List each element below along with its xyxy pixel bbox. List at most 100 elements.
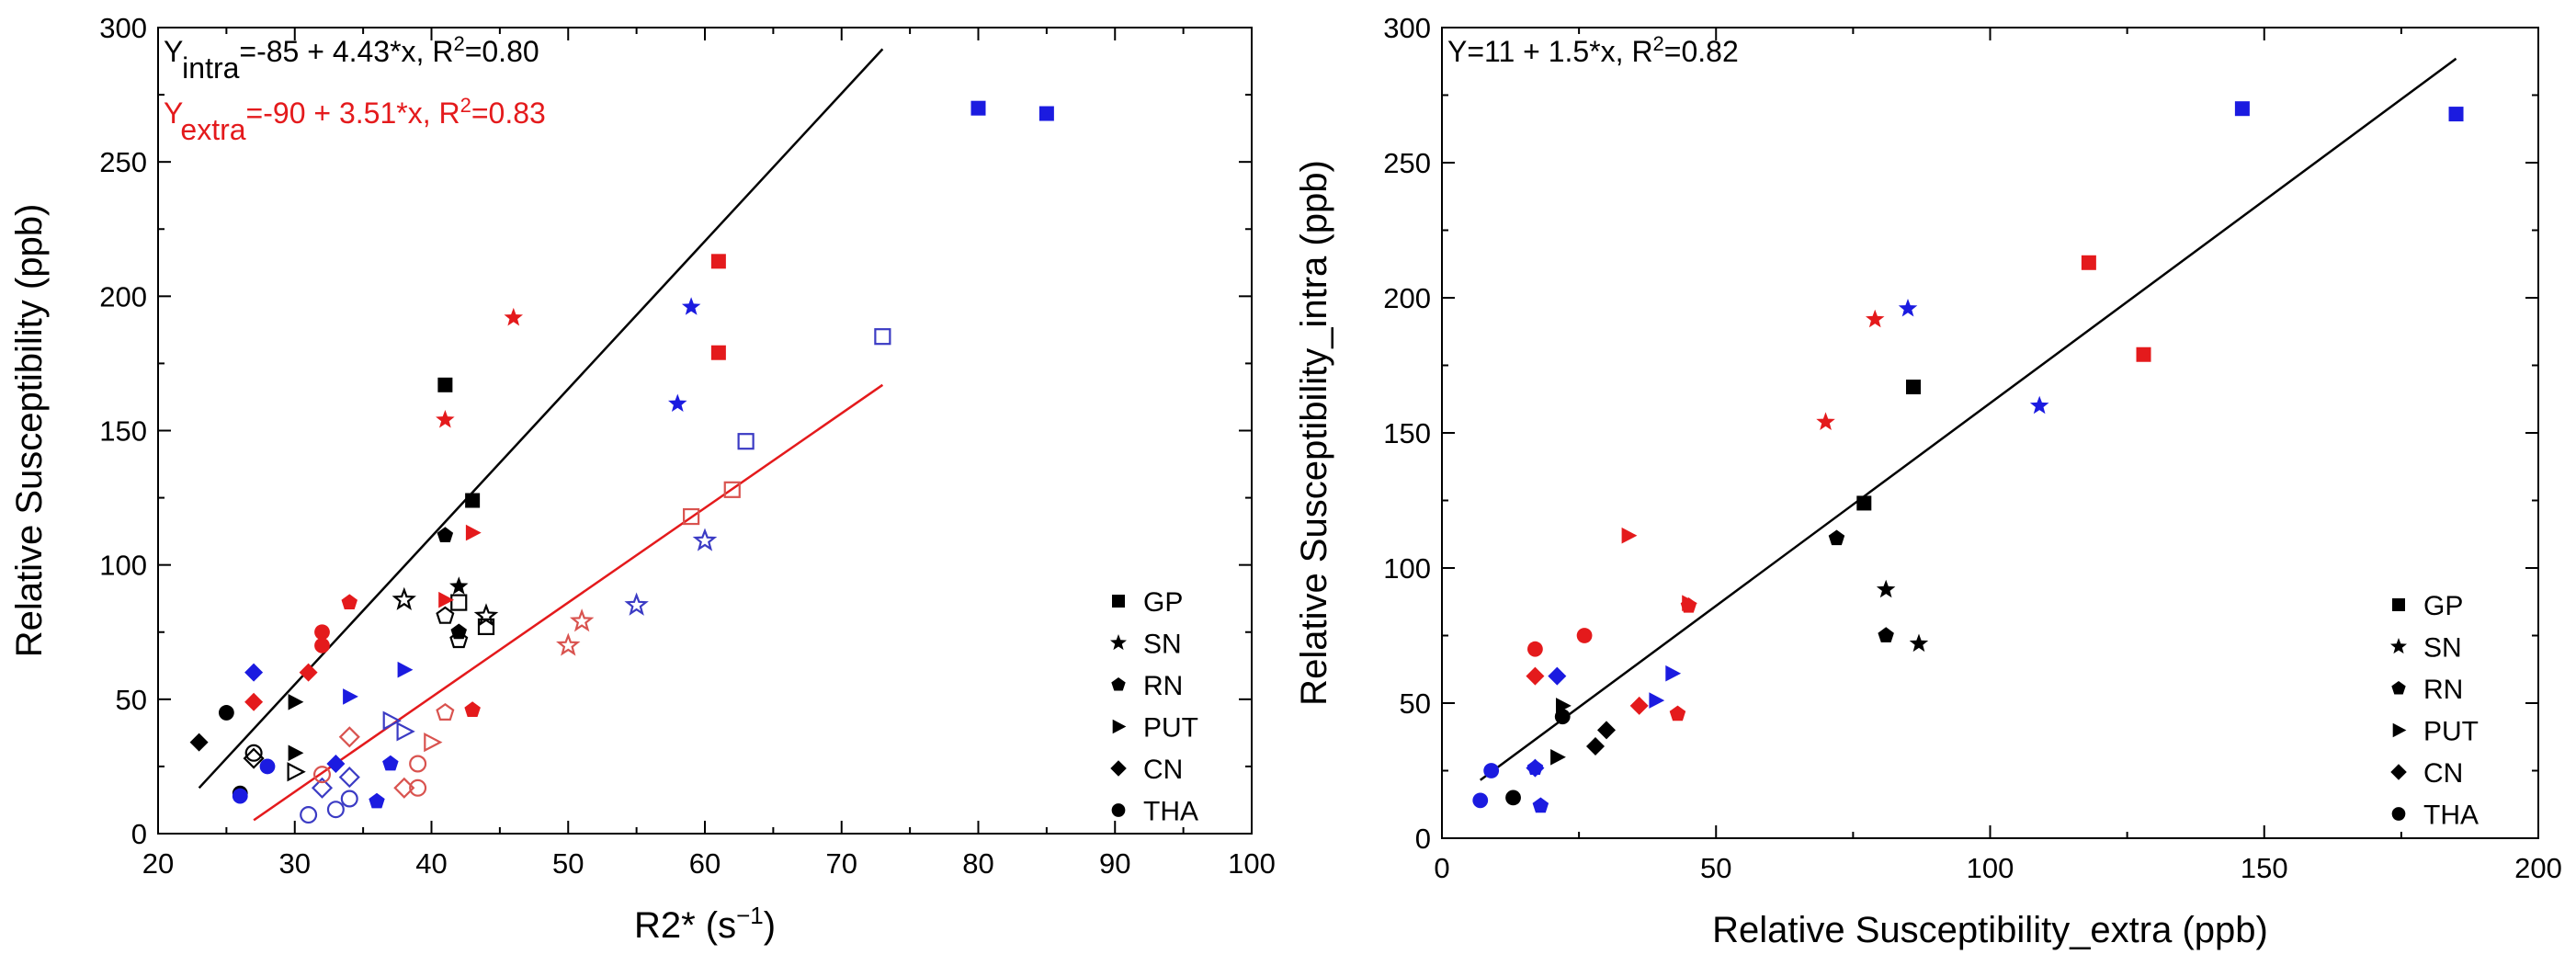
marker-sn: [569, 608, 595, 632]
marker-sn: [1866, 309, 1885, 328]
plot-frame: [1441, 27, 2539, 839]
marker-tha: [314, 637, 330, 653]
marker-rn: [436, 606, 455, 624]
marker-tha: [244, 744, 263, 762]
marker-put: [1621, 527, 1638, 544]
y-tick-label: 200: [1383, 282, 1431, 314]
y-tick-label: 100: [1383, 552, 1431, 585]
marker-gp: [437, 377, 453, 392]
x-tick-label: 30: [279, 847, 311, 880]
marker-cn: [1526, 758, 1545, 778]
marker-gp: [710, 254, 726, 269]
data-points: [189, 100, 1054, 824]
legend-label-sn: SN: [2423, 633, 2462, 664]
marker-gp: [2136, 346, 2151, 362]
marker-put: [1665, 665, 1682, 682]
legend-label-sn: SN: [1143, 630, 1182, 660]
marker-gp: [1112, 595, 1125, 608]
marker-sn: [473, 603, 499, 627]
marker-gp: [2392, 598, 2405, 611]
marker-sn: [681, 297, 701, 315]
legend-label-put: PUT: [2423, 717, 2479, 747]
marker-sn: [692, 528, 718, 551]
marker-rn: [464, 701, 481, 717]
marker-cn: [1548, 666, 1567, 686]
marker-gp: [2081, 255, 2096, 270]
y-axis-label: Relative Susceptibility (ppb): [9, 204, 50, 658]
marker-tha: [300, 806, 318, 824]
x-tick-label: 60: [689, 847, 721, 880]
marker-tha: [1111, 803, 1126, 817]
legend-label-gp: GP: [2423, 591, 2463, 621]
fit-equation: Y=11 + 1.5*x, R2=0.82: [1447, 32, 1739, 69]
marker-cn: [1597, 721, 1616, 740]
legend-label-cn: CN: [2423, 758, 2463, 789]
marker-cn: [189, 733, 209, 752]
marker-tha: [232, 788, 248, 804]
marker-cn: [1586, 737, 1605, 755]
marker-cn: [326, 755, 346, 773]
marker-put: [288, 744, 304, 762]
marker-cn: [1629, 696, 1649, 715]
marker-put: [2392, 722, 2407, 738]
marker-cn: [1110, 760, 1127, 777]
marker-sn: [504, 307, 523, 326]
chart-panel-2: 0 50 100 150 200 0 50 100 150 200 250 300 Relative S…: [1294, 12, 2562, 950]
marker-gp: [2448, 107, 2464, 122]
marker-rn: [449, 630, 469, 649]
data-points: [1472, 101, 2464, 813]
marker-cn: [244, 692, 264, 711]
marker-cn: [244, 663, 264, 682]
x-axis-label: R2* (s−1): [634, 902, 776, 946]
marker-sn: [449, 576, 469, 595]
marker-cn: [2390, 764, 2407, 780]
x-tick-label: 150: [2241, 852, 2288, 884]
x-tick-label: 70: [826, 847, 857, 880]
x-tick-label: 50: [552, 847, 584, 880]
marker-tha: [326, 801, 345, 819]
marker-tha: [1472, 792, 1489, 809]
fit-line-red: [253, 383, 884, 822]
y-tick-label: 150: [1383, 417, 1431, 449]
chart-panel-1: 20 30 40 50 60 70 80 90 100 0 50 100 150 200 250 300 R2*…: [9, 12, 1276, 946]
marker-sn: [1876, 579, 1896, 598]
marker-rn: [2391, 681, 2406, 695]
marker-sn: [392, 586, 416, 610]
legend-label-rn: RN: [1143, 671, 1183, 701]
marker-tha: [1527, 641, 1543, 657]
marker-sn: [624, 592, 649, 616]
marker-gp: [710, 345, 726, 360]
y-tick-label: 250: [99, 146, 147, 178]
marker-sn: [2029, 395, 2049, 415]
marker-gp: [1038, 106, 1054, 121]
x-axis-label: Relative Susceptibility_extra (ppb): [1712, 910, 2268, 950]
marker-sn: [436, 410, 455, 428]
marker-gp: [737, 433, 755, 450]
marker-put: [396, 721, 415, 742]
marker-cn: [299, 663, 318, 682]
marker-sn: [1110, 634, 1127, 651]
marker-rn: [369, 792, 385, 809]
marker-gp: [970, 100, 986, 116]
marker-tha: [409, 778, 427, 797]
y-tick-label: 250: [1383, 147, 1431, 179]
legend-label-gp: GP: [1143, 587, 1183, 618]
marker-cn: [243, 747, 265, 769]
x-tick-label: 40: [415, 847, 447, 880]
marker-put: [382, 710, 402, 731]
x-tick-label: 100: [1228, 847, 1276, 880]
marker-gp: [723, 481, 741, 498]
marker-gp: [1905, 380, 1921, 395]
marker-put: [288, 694, 304, 710]
marker-tha: [2391, 807, 2406, 821]
y-axis-label: Relative Susceptibility_intra (ppb): [1294, 160, 1334, 706]
marker-rn: [341, 594, 357, 609]
marker-put: [1550, 749, 1566, 766]
fit-line-black: [198, 48, 884, 790]
y-tick-label: 200: [99, 280, 147, 312]
marker-put: [465, 524, 482, 541]
y-tick-label: 0: [1415, 823, 1431, 855]
marker-cn: [1526, 666, 1545, 686]
marker-rn: [1828, 529, 1845, 546]
marker-tha: [1483, 763, 1500, 778]
